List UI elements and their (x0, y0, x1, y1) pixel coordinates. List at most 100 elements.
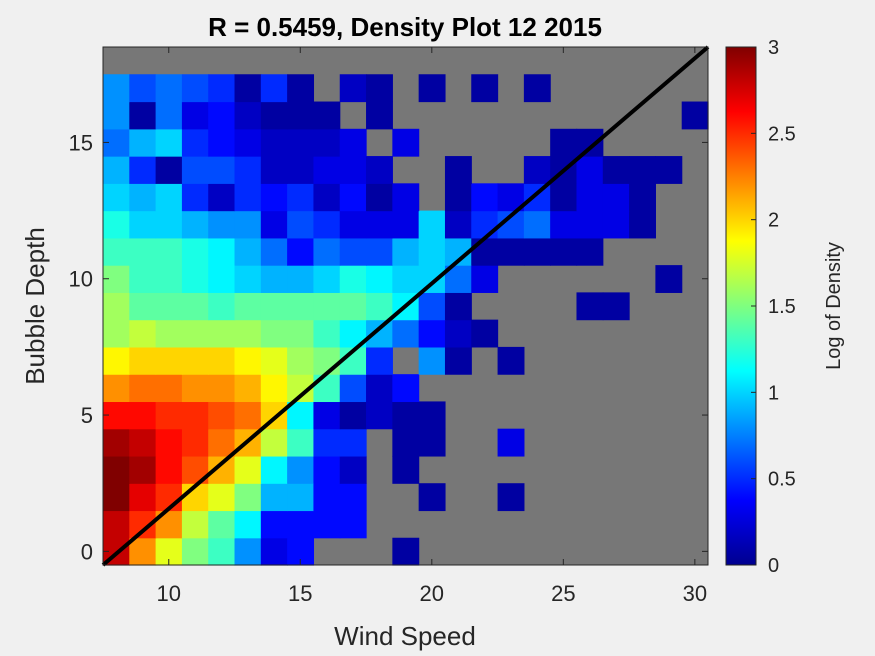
x-tick-label: 10 (157, 581, 181, 606)
heatmap-cell (234, 537, 262, 566)
heatmap-cell (471, 237, 499, 266)
heatmap-cell (339, 510, 367, 539)
y-tick-label: 15 (69, 130, 93, 155)
heatmap-cell (523, 74, 551, 103)
heatmap-cell (260, 101, 288, 130)
y-axis-label: Bubble Depth (20, 227, 50, 385)
heatmap-cell (103, 510, 130, 539)
heatmap-cell (234, 346, 262, 375)
x-axis-ticks: 10 15 20 25 30 (157, 47, 707, 606)
heatmap-cell (287, 265, 315, 293)
heatmap-cell (339, 265, 367, 293)
heatmap-cell (418, 346, 446, 375)
heatmap-cell (313, 156, 341, 184)
colorbar-label: Log of Density (823, 242, 845, 370)
heatmap-cell (629, 210, 656, 239)
heatmap-cell (392, 237, 420, 266)
heatmap-cell (155, 101, 183, 130)
heatmap-cell (181, 428, 209, 457)
heatmap-cell (313, 346, 341, 375)
heatmap-cell (208, 292, 236, 321)
heatmap-cell (208, 483, 236, 512)
heatmap-cell (313, 101, 341, 130)
heatmap-cell (181, 510, 209, 539)
heatmap-cell (444, 156, 472, 184)
heatmap-cell (208, 265, 236, 293)
colorbar: 0 0.5 1 1.5 2 2.5 3 Log of Density (725, 37, 845, 577)
heatmap-cell (234, 401, 262, 430)
heatmap-cell (497, 237, 525, 266)
heatmap-cell (366, 101, 393, 130)
heatmap-cell (129, 265, 157, 293)
heatmap-cell (129, 537, 157, 566)
colorbar-ticks: 0 0.5 1 1.5 2 2.5 3 (751, 37, 796, 577)
heatmap-cell (260, 346, 288, 375)
heatmap-cell (392, 455, 420, 484)
heatmap-cell (129, 401, 157, 430)
heatmap-cell (208, 374, 236, 403)
heatmap-cell (129, 346, 157, 375)
heatmap-cell (392, 210, 420, 239)
heatmap-cell (260, 128, 288, 157)
heatmap-cell (155, 319, 183, 348)
heatmap-cell (366, 265, 393, 293)
heatmap-cell (155, 346, 183, 375)
heatmap-cell (523, 156, 551, 184)
heatmap-cell (339, 428, 367, 457)
heatmap-cell (313, 183, 341, 212)
heatmap-cell (155, 183, 183, 212)
heatmap-cell (260, 374, 288, 403)
heatmap-cell (287, 183, 315, 212)
heatmap-cell (234, 292, 262, 321)
heatmap-cell (576, 128, 604, 157)
heatmap-cell (418, 319, 446, 348)
heatmap-cell (129, 374, 157, 403)
heatmap-cell (129, 210, 157, 239)
heatmap-cell (576, 210, 604, 239)
heatmap-cell (602, 210, 630, 239)
heatmap-cell (444, 346, 472, 375)
heatmap-cell (181, 319, 209, 348)
heatmap-cell (129, 237, 157, 266)
heatmap-cell (287, 101, 315, 130)
heatmap-cell (287, 428, 315, 457)
heatmap-cell (103, 210, 130, 239)
heatmap-cell (629, 156, 656, 184)
heatmap-cell (418, 210, 446, 239)
heatmap-cell (339, 292, 367, 321)
heatmap-cell (366, 210, 393, 239)
heatmap-cell (392, 428, 420, 457)
heatmap-cell (234, 183, 262, 212)
x-tick-label: 30 (683, 581, 707, 606)
heatmap-cell (418, 74, 446, 103)
chart-title: R = 0.5459, Density Plot 12 2015 (208, 12, 602, 42)
y-tick-label: 5 (81, 403, 93, 428)
heatmap-cell (181, 237, 209, 266)
heatmap-cell (366, 74, 393, 103)
heatmap-cell (418, 428, 446, 457)
heatmap-cell (366, 183, 393, 212)
heatmap-cell (418, 237, 446, 266)
heatmap-cell (129, 483, 157, 512)
heatmap-cell (418, 483, 446, 512)
heatmap-cell (208, 510, 236, 539)
heatmap-cell (129, 156, 157, 184)
heatmap-cell (418, 292, 446, 321)
heatmap-cell (260, 237, 288, 266)
heatmap-cell (208, 101, 236, 130)
heatmap-cell (392, 265, 420, 293)
heatmap-cell (234, 483, 262, 512)
heatmap-cell (260, 483, 288, 512)
heatmap-cell (208, 401, 236, 430)
heatmap-cell (629, 183, 656, 212)
heatmap-cell (313, 319, 341, 348)
heatmap-cell (208, 74, 236, 103)
plot-frame (102, 46, 709, 566)
heatmap-cell (129, 101, 157, 130)
heatmap-cell (339, 74, 367, 103)
heatmap-cell (339, 156, 367, 184)
heatmap-cell (234, 510, 262, 539)
heatmap-cell (287, 156, 315, 184)
heatmap-cell (181, 156, 209, 184)
heatmap-cell (287, 292, 315, 321)
